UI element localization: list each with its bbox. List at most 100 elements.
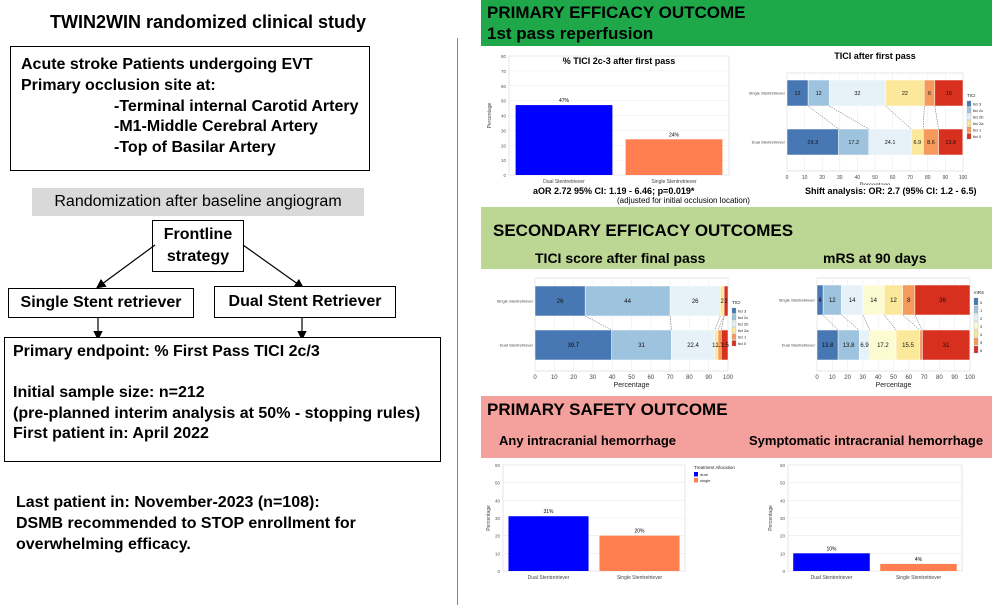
legend-swatch [966, 100, 972, 107]
primary-efficacy-banner: PRIMARY EFFICACY OUTCOME 1st pass reperf… [481, 0, 992, 46]
bar [515, 105, 613, 175]
x-tick-label: 40 [875, 375, 882, 381]
legend-swatch [966, 107, 972, 114]
y-tick-label: 50 [495, 481, 501, 486]
primary-efficacy-title: PRIMARY EFFICACY OUTCOME [487, 3, 746, 22]
segment-value-label: 26 [692, 299, 699, 305]
segment-value-label: 3.5 [720, 343, 729, 349]
y-tick-label: Single Stentretriever [749, 91, 786, 96]
segment-value-label: 13.8 [822, 343, 834, 349]
segment-value-label: 17.2 [848, 140, 859, 146]
segment-value-label: 16 [946, 91, 952, 97]
secondary-efficacy-title: SECONDARY EFFICACY OUTCOMES [493, 221, 794, 240]
legend-label: tici 1 [973, 128, 982, 133]
conclusion-line3: overwhelming efficacy. [16, 535, 191, 553]
x-tick-label: 90 [705, 375, 712, 381]
x-axis-label: Percentage [614, 382, 650, 389]
flow-arrows [93, 244, 307, 341]
population-line1: Acute stroke Patients undergoing EVT [21, 56, 313, 73]
first-pass-or-note: aOR 2.72 95% CI: 1.19 - 6.46; p=0.019* [533, 186, 695, 196]
segment-value-label: 31 [943, 343, 950, 349]
legend-label: tici 3 [973, 102, 982, 107]
bar-segment [922, 329, 971, 361]
x-tick-label: 40 [609, 375, 616, 381]
x-tick-label: 60 [647, 375, 654, 381]
bar-segment [934, 79, 964, 107]
x-tick-label: 0 [533, 375, 537, 381]
y-tick-label: Dual Stentretriever [752, 140, 786, 145]
x-tick-label: 10 [802, 175, 808, 181]
x-tick-label: Single Stentretriever [617, 575, 663, 581]
adjusted-note: (adjusted for initial occlusion location… [617, 196, 750, 205]
chart-sich: 0 10 20 30 40 50 60 Percentage 10% Dual Stentretr… [768, 463, 963, 581]
y-tick-label: 20 [780, 534, 786, 539]
x-tick-label: 90 [951, 375, 958, 381]
bar-segment [938, 128, 964, 156]
x-tick-label: 30 [837, 175, 843, 181]
legend-swatch [731, 340, 737, 347]
legend-swatch [731, 333, 737, 340]
legend-label: 6 [980, 348, 983, 353]
bar-value-label: 20% [634, 529, 645, 535]
legend-label: 4 [980, 332, 983, 337]
y-tick-label: 0 [782, 569, 785, 574]
segment-value-label: 6.9 [860, 343, 869, 349]
tici-final-title: TICI score after final pass [535, 250, 706, 266]
legend-label: tici 2a [973, 121, 984, 126]
bar [880, 563, 957, 571]
legend-swatch [973, 329, 979, 338]
sample-size: Initial sample size: n=212 [13, 383, 205, 401]
y-tick-label: Single Stentretriever [497, 299, 534, 304]
segment-value-label: 36 [939, 298, 946, 304]
y-tick-label: 10 [495, 551, 501, 556]
bar-segment [723, 285, 729, 317]
legend-swatch [973, 337, 979, 346]
bar-value-label: 24% [669, 132, 680, 138]
x-axis-label: Percentage [860, 183, 891, 185]
legend-swatch [694, 478, 698, 483]
x-tick-label: 80 [925, 175, 931, 181]
y-tick-label: 70 [501, 69, 507, 74]
y-axis-label: Percentage [487, 102, 493, 128]
population-box: Acute stroke Patients undergoing EVT Pri… [10, 46, 370, 171]
legend-swatch [731, 320, 737, 327]
x-tick-label: 100 [959, 175, 968, 181]
legend-title: TICI [732, 300, 741, 305]
legend-label: 5 [980, 340, 983, 345]
legend-label: tici 2b [973, 115, 984, 120]
bar-segment [885, 79, 925, 107]
connector-line [822, 314, 839, 331]
x-tick-label: 50 [890, 375, 897, 381]
y-tick-label: 0 [503, 173, 506, 178]
primary-efficacy-subtitle: 1st pass reperfusion [487, 24, 654, 43]
x-tick-label: 10 [829, 375, 836, 381]
bar-segment [671, 329, 715, 361]
connector-line [885, 105, 912, 130]
x-tick-label: 0 [786, 175, 789, 181]
legend-swatch [694, 472, 698, 477]
x-tick-label: 50 [872, 175, 878, 181]
chart-tici-final: 0 10 20 30 40 50 60 70 80 90 100 Percentage Single S… [497, 277, 749, 389]
endpoint-box: Primary endpoint: % First Pass TICI 2c/3… [4, 337, 441, 462]
connector-line [841, 314, 860, 331]
y-axis-label: Percentage [768, 505, 774, 531]
connector-line [884, 314, 897, 331]
segment-value-label: 8.6 [927, 140, 935, 146]
bar [625, 139, 723, 175]
legend-swatch [973, 313, 979, 322]
bar-segment [869, 329, 897, 361]
bar [599, 535, 680, 571]
segment-value-label: 24.1 [885, 140, 896, 146]
connector-line [714, 315, 721, 331]
connector-line [902, 314, 920, 331]
legend-swatch [966, 126, 972, 133]
segment-value-label: 12 [794, 91, 800, 97]
legend-swatch [731, 307, 737, 314]
legend-label: tici 0 [738, 341, 747, 346]
legend-swatch [973, 321, 979, 330]
legend-title: TICI [967, 93, 976, 98]
chart-tici-final-panel: 0 10 20 30 40 50 60 70 80 90 100 Percentage Single S… [481, 270, 749, 392]
frontline-line2: strategy [166, 247, 230, 265]
y-tick-label: 60 [780, 463, 786, 468]
